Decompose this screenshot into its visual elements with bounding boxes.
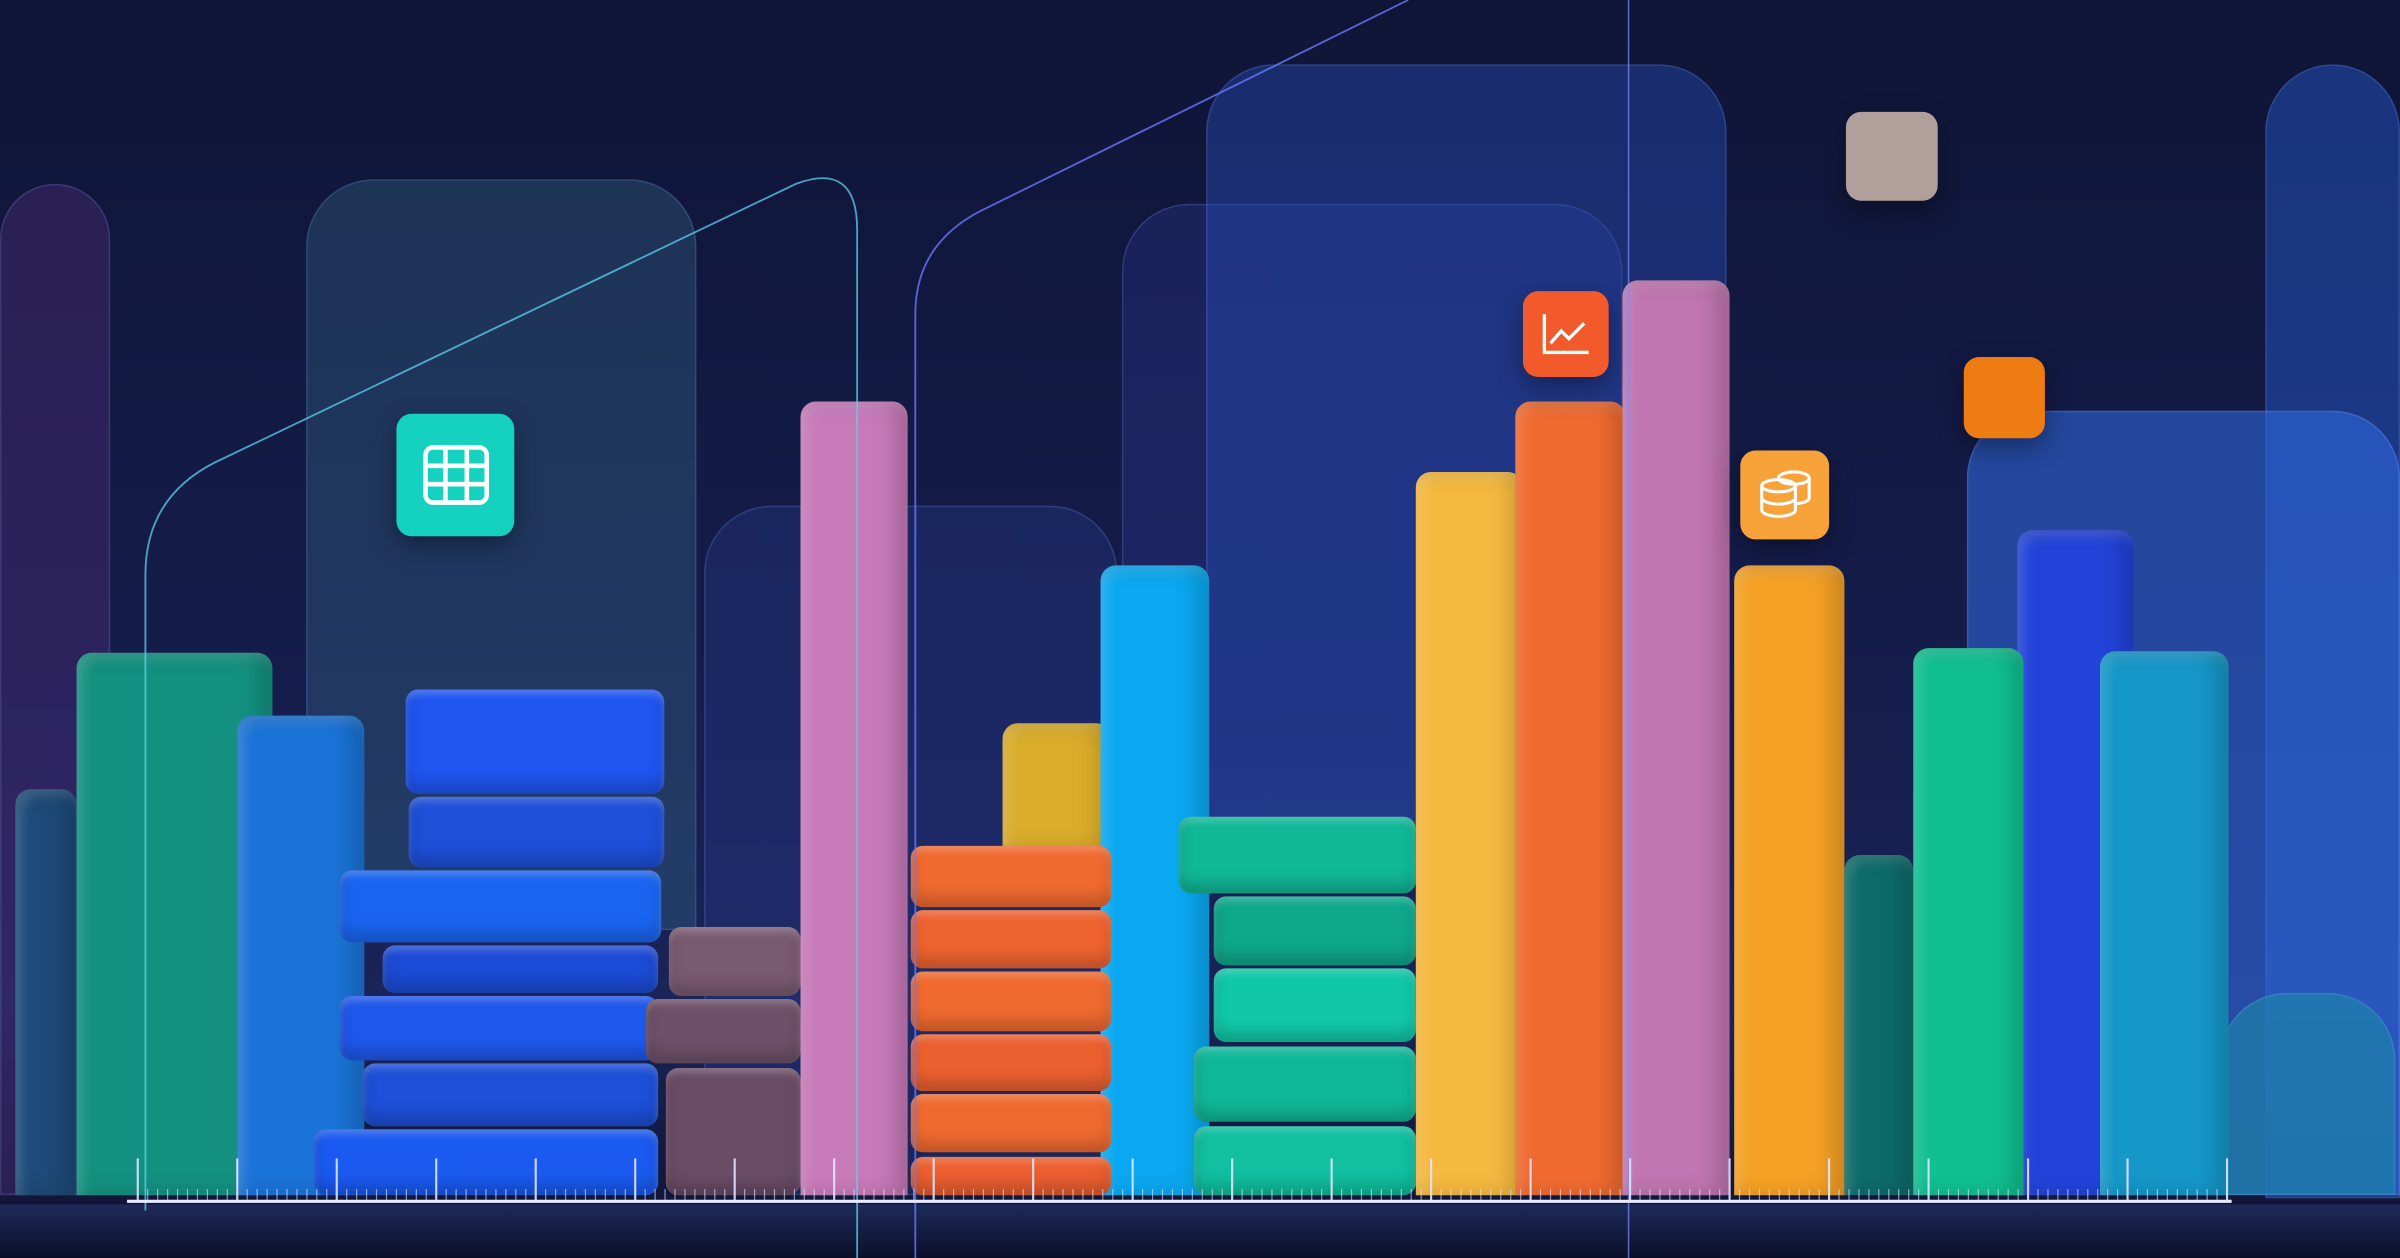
stacked-slab <box>1193 1046 1416 1122</box>
stacked-slab <box>362 1063 659 1127</box>
stacked-slab <box>339 995 659 1061</box>
stacked-slab <box>910 1034 1112 1091</box>
stacked-slab <box>645 999 801 1064</box>
chart-bar <box>237 715 365 1196</box>
line-chart-icon <box>1542 314 1589 355</box>
guide-line <box>914 0 1409 1258</box>
chart-bar <box>1913 648 2024 1196</box>
stacked-slab <box>313 1129 659 1196</box>
line-chart-tile <box>1522 291 1609 377</box>
stacked-slab <box>910 845 1112 908</box>
table-grid-icon <box>422 445 489 505</box>
stacked-slab <box>910 1156 1112 1196</box>
chart-bar <box>1515 401 1626 1196</box>
database-tile <box>1740 450 1830 540</box>
floor-reflection <box>0 1204 2400 1258</box>
stacked-slab <box>408 796 665 868</box>
database-stack-icon <box>1760 470 1811 518</box>
chart-bar <box>1622 280 1730 1196</box>
stacked-slab <box>910 910 1112 969</box>
chart-bar <box>1415 471 1523 1196</box>
stacked-slab <box>665 1068 801 1196</box>
stacked-slab <box>668 927 801 996</box>
orange-tile <box>1963 357 2045 439</box>
stacked-slab <box>1193 1126 1416 1196</box>
chart-bar <box>2099 651 2229 1196</box>
stacked-slab <box>910 971 1112 1032</box>
table-grid-tile <box>396 413 515 537</box>
stacked-slab <box>1178 816 1416 894</box>
chart-bar <box>1734 565 1845 1196</box>
stacked-slab <box>382 945 659 993</box>
stacked-slab <box>1213 896 1416 966</box>
stacked-slab <box>405 689 665 794</box>
chart-bar <box>1002 723 1112 851</box>
stacked-slab <box>1213 968 1416 1042</box>
beige-tile <box>1845 111 1938 201</box>
background-panel <box>2219 992 2396 1196</box>
stacked-slab <box>910 1094 1112 1153</box>
chart-bar <box>1844 855 1914 1196</box>
chart-bar <box>15 789 77 1196</box>
guide-line <box>144 177 859 1258</box>
chart-bar <box>800 401 908 1196</box>
stacked-slab <box>339 870 662 943</box>
